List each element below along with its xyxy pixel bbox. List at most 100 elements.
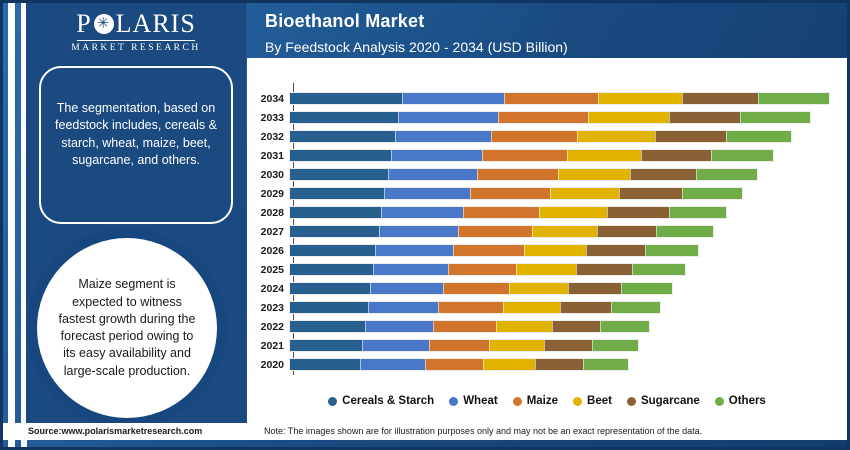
bar-segment-sugarcane — [567, 283, 622, 294]
year-label-2020: 2020 — [260, 358, 284, 371]
bar-segment-cereals-starch — [290, 321, 366, 332]
left-accent-stripe — [8, 3, 15, 447]
segmentation-callout: The segmentation, based on feedstock inc… — [39, 66, 233, 224]
bar-segment-sugarcane — [576, 264, 633, 275]
bar-segment-wheat — [362, 340, 429, 351]
bar-segment-cereals-starch — [290, 93, 403, 104]
logo-divider — [77, 40, 195, 41]
bar-segment-wheat — [381, 207, 464, 218]
bar-segment-beet — [577, 131, 656, 142]
bar-segment-beet — [483, 359, 536, 370]
year-label-2021: 2021 — [260, 339, 284, 352]
bar-segment-sugarcane — [535, 359, 583, 370]
stacked-bar-2030 — [289, 168, 759, 181]
year-label-2029: 2029 — [260, 187, 284, 200]
bar-row-2023: 2023 — [247, 301, 847, 314]
bar-segment-maize — [463, 207, 540, 218]
bar-segment-cereals-starch — [290, 283, 370, 294]
stacked-bar-2029 — [289, 187, 743, 200]
page-title: Bioethanol Market — [265, 11, 425, 31]
year-label-2031: 2031 — [260, 149, 284, 162]
bar-segment-wheat — [360, 359, 425, 370]
bar-segment-cereals-starch — [290, 169, 388, 180]
bar-segment-beet — [502, 302, 561, 313]
bar-segment-sugarcane — [596, 226, 657, 237]
year-label-2026: 2026 — [260, 244, 284, 257]
bar-segment-wheat — [387, 169, 477, 180]
page-subtitle: By Feedstock Analysis 2020 - 2034 (USD B… — [265, 39, 568, 55]
bar-segment-beet — [597, 93, 682, 104]
legend-dot-icon — [512, 396, 522, 406]
legend-label: Wheat — [463, 395, 498, 407]
bar-segment-sugarcane — [551, 321, 601, 332]
chart-header: Bioethanol Market By Feedstock Analysis … — [265, 11, 568, 55]
bar-segment-wheat — [369, 283, 443, 294]
bar-segment-wheat — [402, 93, 505, 104]
bar-segment-cereals-starch — [290, 207, 382, 218]
stacked-bar-2025 — [289, 263, 687, 276]
bar-segment-wheat — [375, 245, 454, 256]
bar-segment-maize — [476, 169, 559, 180]
legend-dot-icon — [328, 396, 338, 406]
bar-segment-beet — [489, 340, 544, 351]
logo-wordmark: P ✳ LARIS — [26, 9, 246, 39]
bar-segment-maize — [498, 112, 589, 123]
bar-segment-wheat — [394, 131, 491, 142]
bar-segment-sugarcane — [641, 150, 711, 161]
bar-segment-others — [726, 131, 791, 142]
bar-segment-beet — [515, 264, 577, 275]
chart-legend: Cereals & Starch Wheat Maize Beet Sugarcane O… — [247, 395, 847, 407]
bar-segment-others — [632, 264, 686, 275]
stacked-bar-2032 — [289, 130, 792, 143]
bar-segment-beet — [588, 112, 669, 123]
legend-label: Beet — [587, 395, 612, 407]
bar-segment-sugarcane — [618, 188, 683, 199]
bar-segment-others — [740, 112, 811, 123]
bar-segment-maize — [453, 245, 524, 256]
bar-segment-others — [600, 321, 649, 332]
bar-segment-cereals-starch — [290, 264, 373, 275]
bar-segment-others — [621, 283, 672, 294]
bar-segment-beet — [549, 188, 619, 199]
polaris-logo: P ✳ LARIS MARKET RESEARCH — [26, 9, 246, 53]
legend-item-wheat: Wheat — [449, 395, 498, 407]
bar-segment-others — [710, 150, 774, 161]
logo-letters-rest: LARIS — [115, 9, 196, 38]
legend-item-beet: Beet — [573, 395, 612, 407]
bar-segment-sugarcane — [655, 131, 727, 142]
bar-segment-others — [682, 188, 742, 199]
legend-dot-icon — [626, 396, 636, 406]
bar-segment-cereals-starch — [290, 188, 384, 199]
legend-dot-icon — [449, 396, 459, 406]
bar-segment-maize — [490, 131, 578, 142]
bar-segment-cereals-starch — [290, 245, 376, 256]
year-label-2024: 2024 — [260, 282, 284, 295]
bar-segment-cereals-starch — [290, 340, 363, 351]
year-label-2027: 2027 — [260, 225, 284, 238]
bar-segment-beet — [523, 245, 587, 256]
bar-segment-others — [695, 169, 758, 180]
bar-segment-maize — [504, 93, 598, 104]
chart-panel: 2034 2033 2032 2031 2030 2029 2028 2027 2026 2025… — [247, 58, 847, 427]
bar-segment-others — [582, 359, 628, 370]
bar-segment-cereals-starch — [290, 302, 368, 313]
bar-segment-others — [656, 226, 713, 237]
bar-row-2027: 2027 — [247, 225, 847, 238]
bar-row-2031: 2031 — [247, 149, 847, 162]
stacked-bar-2034 — [289, 92, 830, 105]
bar-row-2030: 2030 — [247, 168, 847, 181]
year-label-2033: 2033 — [260, 111, 284, 124]
bar-row-2029: 2029 — [247, 187, 847, 200]
bar-segment-maize — [447, 264, 516, 275]
bar-segment-maize — [428, 340, 490, 351]
bar-segment-others — [644, 245, 699, 256]
bar-segment-wheat — [398, 112, 499, 123]
bar-segment-cereals-starch — [290, 359, 361, 370]
bar-segment-wheat — [378, 226, 459, 237]
bar-segment-sugarcane — [668, 112, 741, 123]
year-label-2025: 2025 — [260, 263, 284, 276]
stacked-bar-2021 — [289, 339, 640, 352]
legend-label: Others — [728, 395, 766, 407]
bar-segment-others — [610, 302, 660, 313]
